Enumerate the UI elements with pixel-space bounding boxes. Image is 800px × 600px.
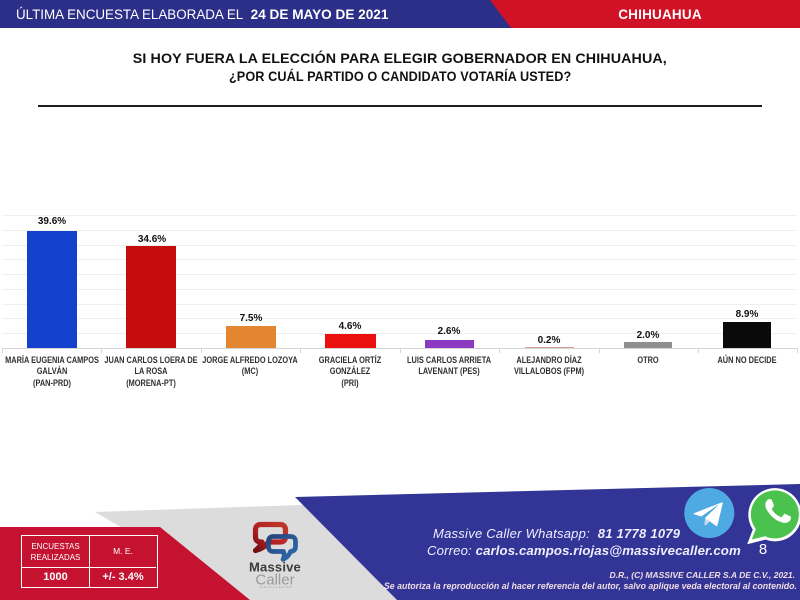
svg-text:Caller: Caller <box>255 572 294 589</box>
svg-text:Massive: Massive <box>249 560 301 575</box>
svg-text:T H E C A L L C E N T E R: T H E C A L L C E N T E R <box>259 585 292 589</box>
